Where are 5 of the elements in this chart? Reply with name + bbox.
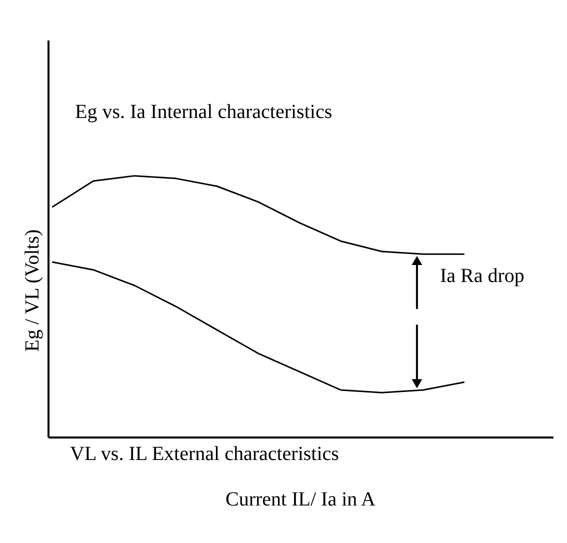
y-axis-title: Eg / VL (Volts) bbox=[22, 229, 44, 352]
x-axis-title: Current IL/ Ia in A bbox=[226, 488, 376, 510]
text: Eg vs. Ia Internal characteristics bbox=[75, 101, 332, 123]
text: VL vs. IL External characteristics bbox=[70, 443, 340, 465]
annotation: Ia Ra drop bbox=[440, 265, 524, 287]
